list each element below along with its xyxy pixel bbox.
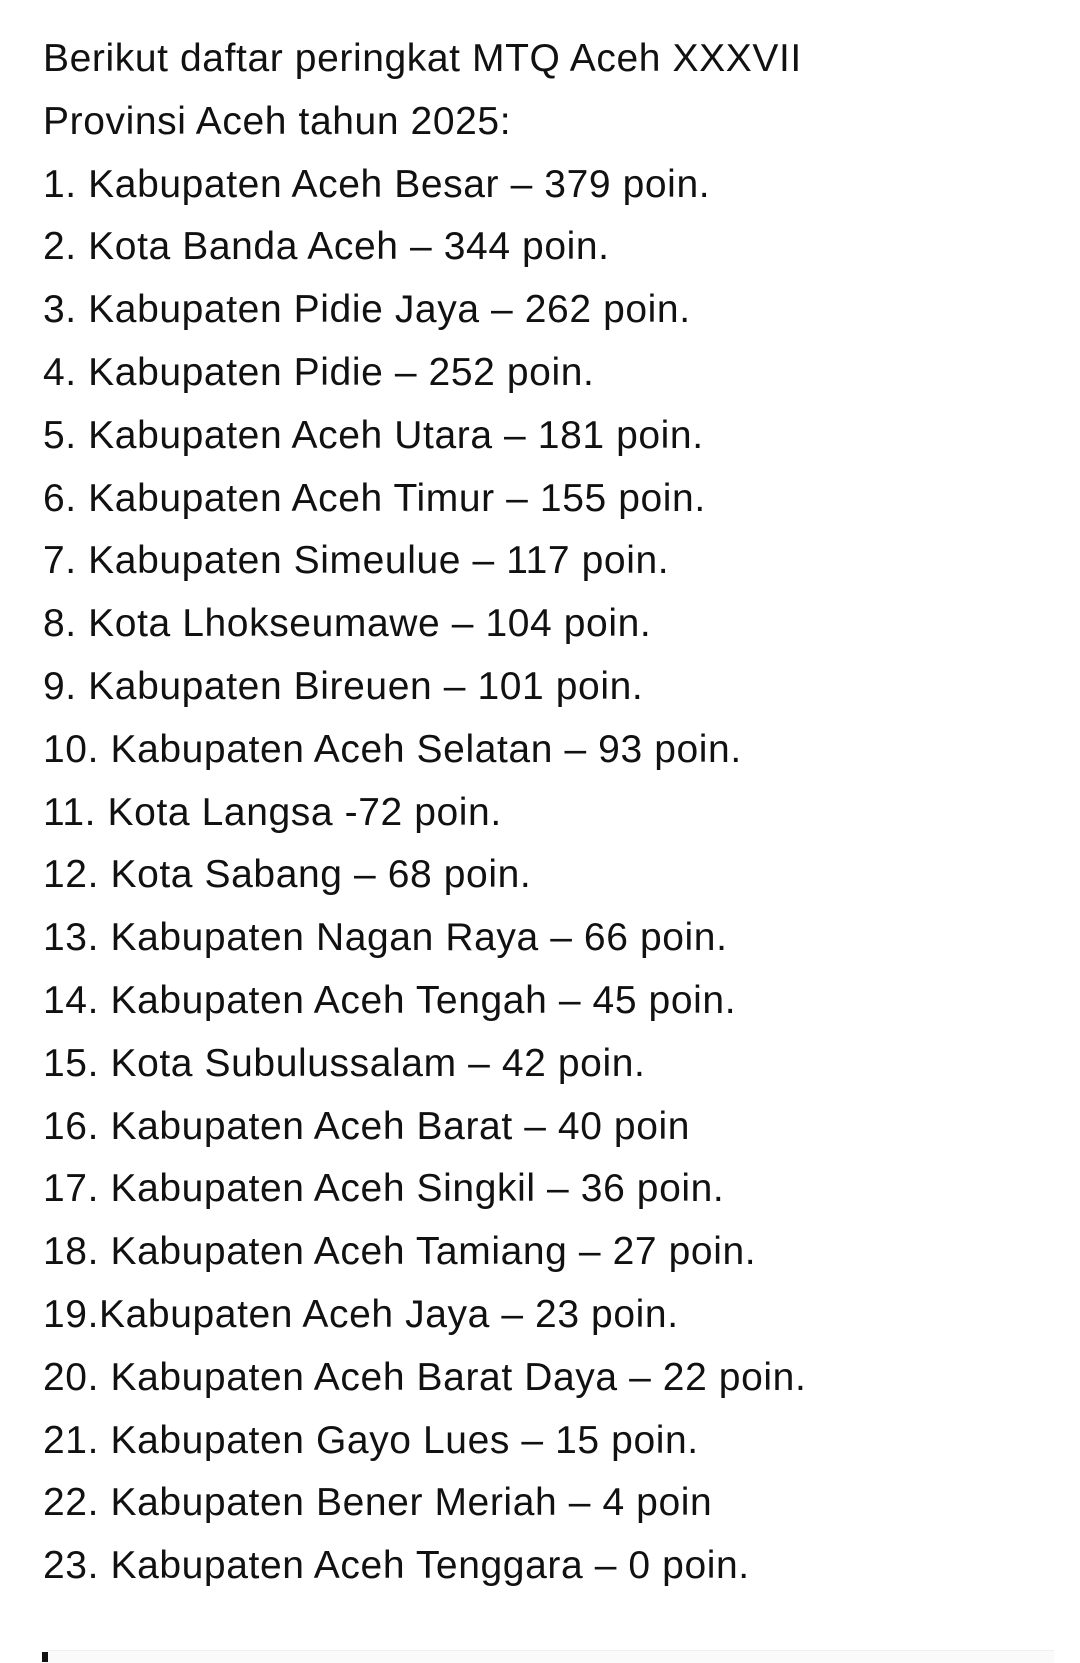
ranking-item: 2. Kota Banda Aceh – 344 poin. bbox=[43, 225, 610, 269]
ranking-item: 21. Kabupaten Gayo Lues – 15 poin. bbox=[43, 1418, 699, 1462]
ranking-item: 5. Kabupaten Aceh Utara – 181 poin. bbox=[43, 413, 704, 457]
ranking-item: 1. Kabupaten Aceh Besar – 379 poin. bbox=[43, 162, 711, 206]
ranking-item: 19.Kabupaten Aceh Jaya – 23 poin. bbox=[43, 1292, 679, 1336]
text-cursor bbox=[42, 1652, 48, 1662]
ranking-item: 3. Kabupaten Pidie Jaya – 262 poin. bbox=[43, 288, 691, 332]
ranking-item: 14. Kabupaten Aceh Tengah – 45 poin. bbox=[43, 978, 737, 1022]
ranking-item: 11. Kota Langsa -72 poin. bbox=[43, 790, 502, 834]
article-text: Berikut daftar peringkat MTQ Aceh XXXVII… bbox=[43, 28, 1053, 1598]
intro-line: Provinsi Aceh tahun 2025: bbox=[43, 99, 512, 143]
ranking-item: 12. Kota Sabang – 68 poin. bbox=[43, 853, 532, 897]
ranking-item: 17. Kabupaten Aceh Singkil – 36 poin. bbox=[43, 1167, 725, 1211]
next-content-block bbox=[46, 1650, 1054, 1663]
intro-line: Berikut daftar peringkat MTQ Aceh XXXVII bbox=[43, 37, 802, 80]
ranking-item: 10. Kabupaten Aceh Selatan – 93 poin. bbox=[43, 727, 742, 771]
ranking-item: 23. Kabupaten Aceh Tenggara – 0 poin. bbox=[43, 1544, 750, 1588]
ranking-item: 7. Kabupaten Simeulue – 117 poin. bbox=[43, 539, 670, 583]
ranking-item: 18. Kabupaten Aceh Tamiang – 27 poin. bbox=[43, 1230, 757, 1274]
ranking-list: 1. Kabupaten Aceh Besar – 379 poin. 2. Ko… bbox=[43, 154, 1053, 1598]
ranking-item: 13. Kabupaten Nagan Raya – 66 poin. bbox=[43, 916, 728, 960]
ranking-item: 20. Kabupaten Aceh Barat Daya – 22 poin. bbox=[43, 1355, 807, 1399]
ranking-item: 8. Kota Lhokseumawe – 104 poin. bbox=[43, 602, 652, 646]
ranking-item: 22. Kabupaten Bener Meriah – 4 poin bbox=[43, 1481, 713, 1525]
ranking-item: 4. Kabupaten Pidie – 252 poin. bbox=[43, 350, 595, 394]
ranking-item: 15. Kota Subulussalam – 42 poin. bbox=[43, 1041, 646, 1085]
ranking-item: 9. Kabupaten Bireuen – 101 poin. bbox=[43, 664, 644, 708]
ranking-item: 16. Kabupaten Aceh Barat – 40 poin bbox=[43, 1104, 691, 1148]
ranking-item: 6. Kabupaten Aceh Timur – 155 poin. bbox=[43, 476, 706, 520]
